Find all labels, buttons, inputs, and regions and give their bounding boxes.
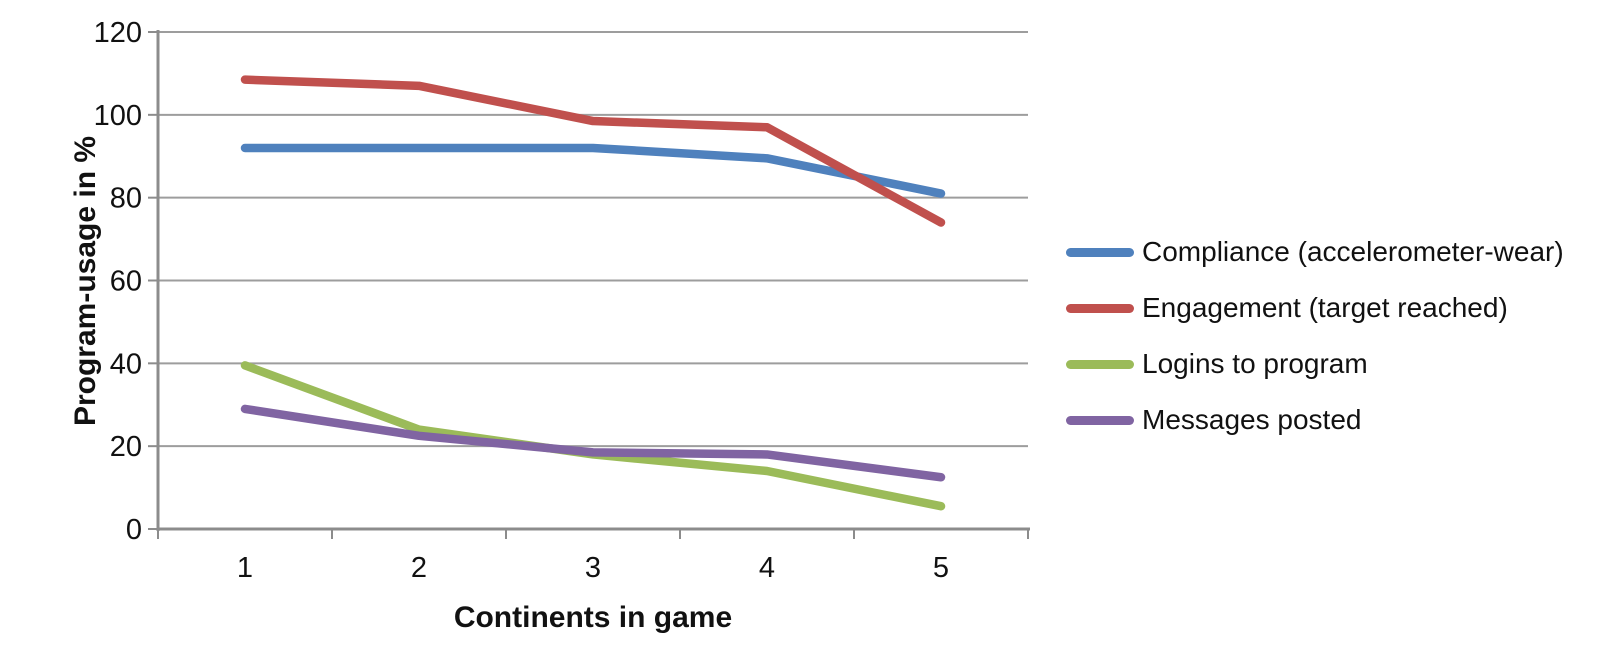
legend-label: Engagement (target reached) bbox=[1142, 292, 1508, 323]
series-line-1 bbox=[240, 75, 946, 227]
legend-item: Engagement (target reached) bbox=[1066, 280, 1564, 336]
y-tick-label: 100 bbox=[94, 100, 142, 132]
legend-swatch bbox=[1066, 359, 1134, 369]
y-tick-label: 20 bbox=[110, 431, 142, 463]
y-tick-label: 0 bbox=[126, 514, 142, 546]
series-line-2 bbox=[240, 361, 946, 511]
legend-item: Compliance (accelerometer-wear) bbox=[1066, 224, 1564, 280]
y-tick-label: 60 bbox=[110, 266, 142, 298]
series-line-3 bbox=[240, 404, 946, 482]
legend-label: Logins to program bbox=[1142, 348, 1368, 379]
legend-swatch bbox=[1066, 415, 1134, 425]
x-axis-title: Continents in game bbox=[454, 601, 732, 634]
x-tick-label: 2 bbox=[411, 552, 427, 584]
series-line-0 bbox=[240, 143, 946, 198]
legend-label: Messages posted bbox=[1142, 404, 1362, 435]
y-tick-label: 120 bbox=[94, 17, 142, 49]
legend-item: Messages posted bbox=[1066, 392, 1564, 448]
legend-item: Logins to program bbox=[1066, 336, 1564, 392]
x-tick-label: 1 bbox=[237, 552, 253, 584]
x-tick-label: 3 bbox=[585, 552, 601, 584]
gridlines bbox=[158, 31, 1028, 448]
y-tick-label: 40 bbox=[110, 348, 142, 380]
axes bbox=[148, 30, 1030, 539]
axis-tick-labels: 0 20 40 60 80 100 120 1 2 3 4 5 bbox=[94, 17, 949, 584]
y-axis-title: Program-usage in % bbox=[69, 136, 102, 426]
y-tick-label: 80 bbox=[110, 183, 142, 215]
x-tick-label: 5 bbox=[933, 552, 949, 584]
legend-label: Compliance (accelerometer-wear) bbox=[1142, 236, 1564, 267]
legend-swatch bbox=[1066, 247, 1134, 257]
legend-swatch bbox=[1066, 303, 1134, 313]
legend: Compliance (accelerometer-wear) Engagemen… bbox=[1066, 224, 1564, 448]
series-lines bbox=[240, 75, 946, 511]
x-tick-label: 4 bbox=[759, 552, 775, 584]
